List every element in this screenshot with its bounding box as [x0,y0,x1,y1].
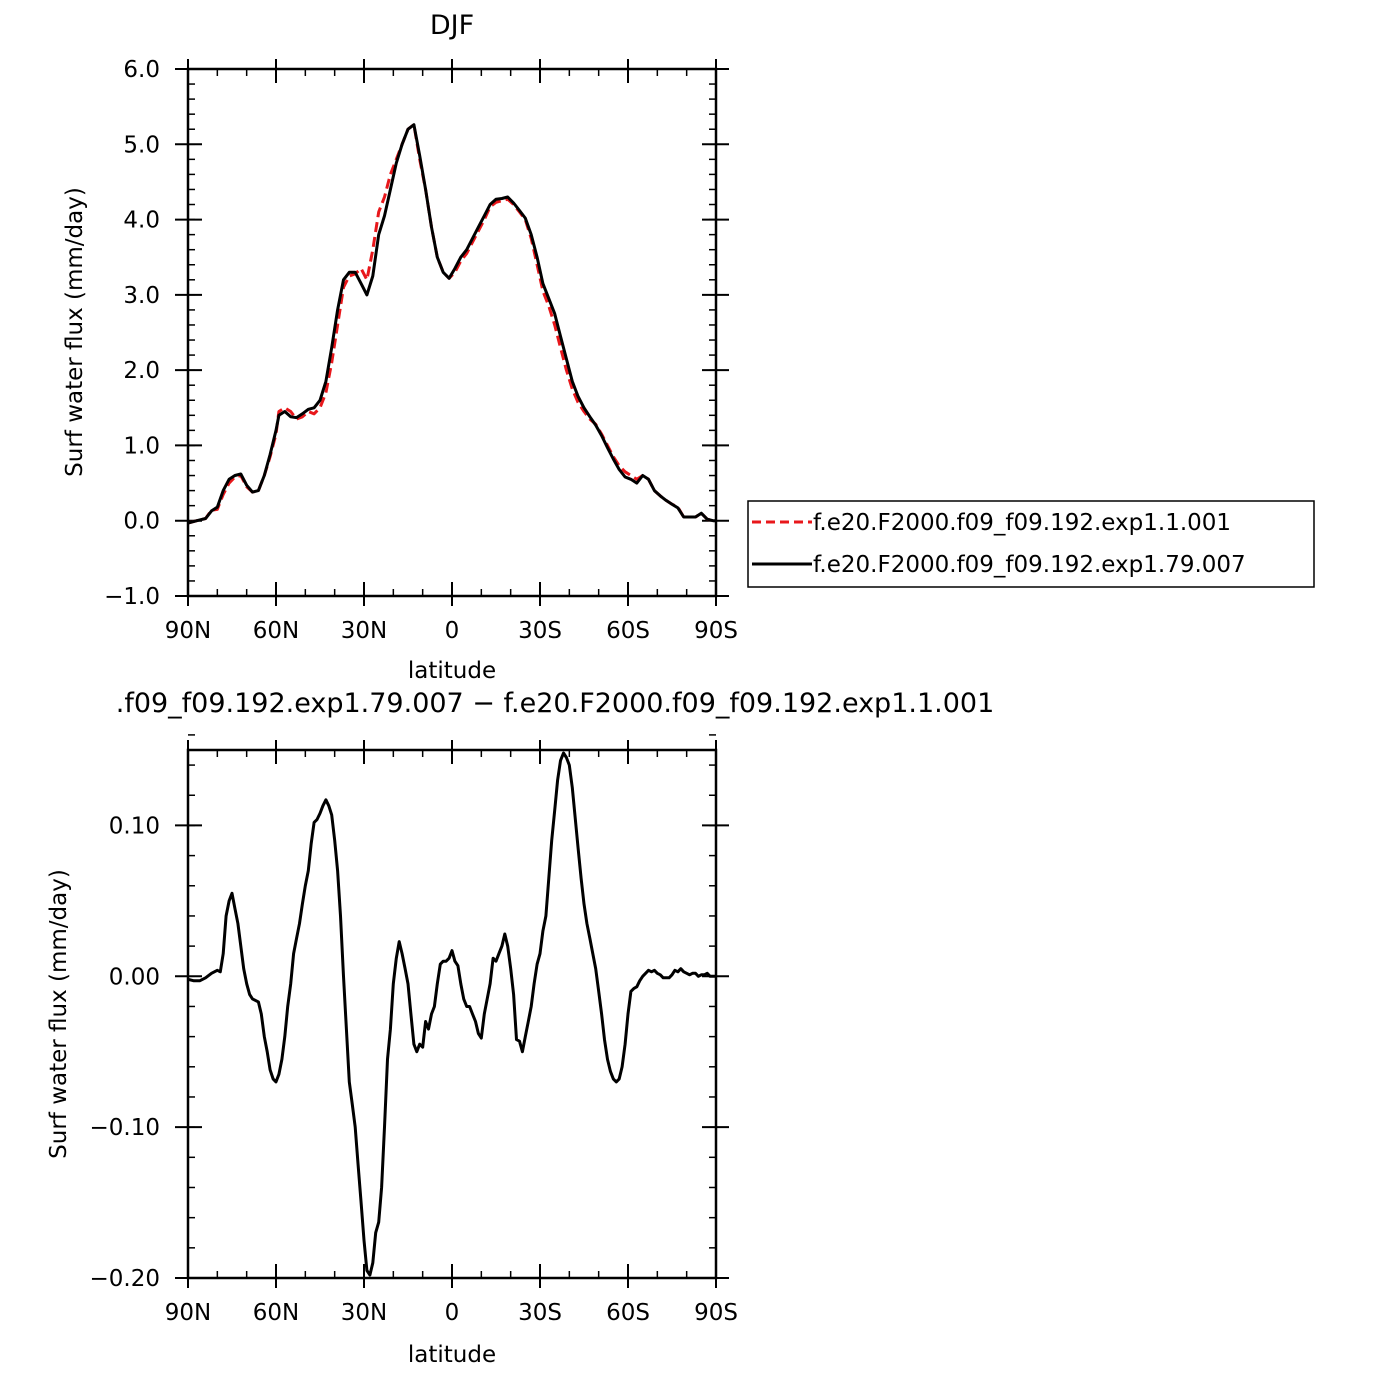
top-series-line-1 [187,123,716,525]
legend: f.e20.F2000.f09_f09.192.exp1.1.001 f.e20… [747,500,1315,588]
top-y-tick-label: 5.0 [123,132,160,158]
top-x-axis-label: latitude [408,658,496,684]
top-y-tick-label: 1.0 [123,433,160,459]
top-panel: DJF latitude Surf water flux (mm/day) 90… [62,10,738,684]
top-axes: 90N 60N 30N 0 30S 60S 90S −1.0 0.0 1.0 2.0 3.0 4.0 5.… [104,57,738,644]
bottom-x-axis-label: latitude [408,1342,496,1368]
legend-box [747,500,1315,588]
bottom-x-tick-label: 30S [518,1300,562,1326]
top-x-tick-label: 30N [341,618,387,644]
top-x-tick-label: 0 [445,618,460,644]
bottom-plot-frame [186,748,718,1280]
top-x-tick-label: 60N [253,618,299,644]
top-y-tick-label: 0.0 [123,509,160,535]
bottom-x-tick-label: 90S [694,1300,738,1326]
legend-label-series-2: f.e20.F2000.f09_f09.192.exp1.79.007 [813,552,1246,578]
top-chart-title: DJF [430,10,474,41]
bottom-series-line-1 [187,751,716,1277]
bottom-x-tick-label: 90N [165,1300,211,1326]
bottom-x-tick-label: 60N [253,1300,299,1326]
top-x-tick-label: 60S [606,618,650,644]
top-y-tick-label: −1.0 [104,584,160,610]
top-y-tick-label: 4.0 [123,208,160,234]
top-x-tick-label: 90N [165,618,211,644]
bottom-chart-title: .f09_f09.192.exp1.79.007 − f.e20.F2000.f… [116,688,995,719]
top-y-tick-label: 2.0 [123,358,160,384]
top-y-axis-label: Surf water flux (mm/day) [62,187,88,477]
bottom-panel: .f09_f09.192.exp1.79.007 − f.e20.F2000.f… [46,688,994,1368]
top-x-tick-label: 30S [518,618,562,644]
top-series-group [187,123,716,525]
bottom-y-axis-label: Surf water flux (mm/day) [46,869,72,1159]
bottom-y-tick-label: 0.00 [109,964,160,990]
top-plot-frame [186,67,718,598]
bottom-y-tick-label: −0.10 [90,1115,160,1141]
bottom-x-tick-label: 60S [606,1300,650,1326]
bottom-x-tick-label: 0 [445,1300,460,1326]
legend-label-series-1: f.e20.F2000.f09_f09.192.exp1.1.001 [813,510,1231,536]
top-x-tick-label: 90S [694,618,738,644]
top-y-tick-label: 3.0 [123,283,160,309]
bottom-y-tick-label: −0.20 [90,1266,160,1292]
bottom-y-tick-label: 0.10 [109,813,160,839]
top-series-line-2 [187,123,716,525]
bottom-x-tick-label: 30N [341,1300,387,1326]
bottom-series-group [187,751,716,1277]
top-y-tick-label: 6.0 [123,57,160,83]
